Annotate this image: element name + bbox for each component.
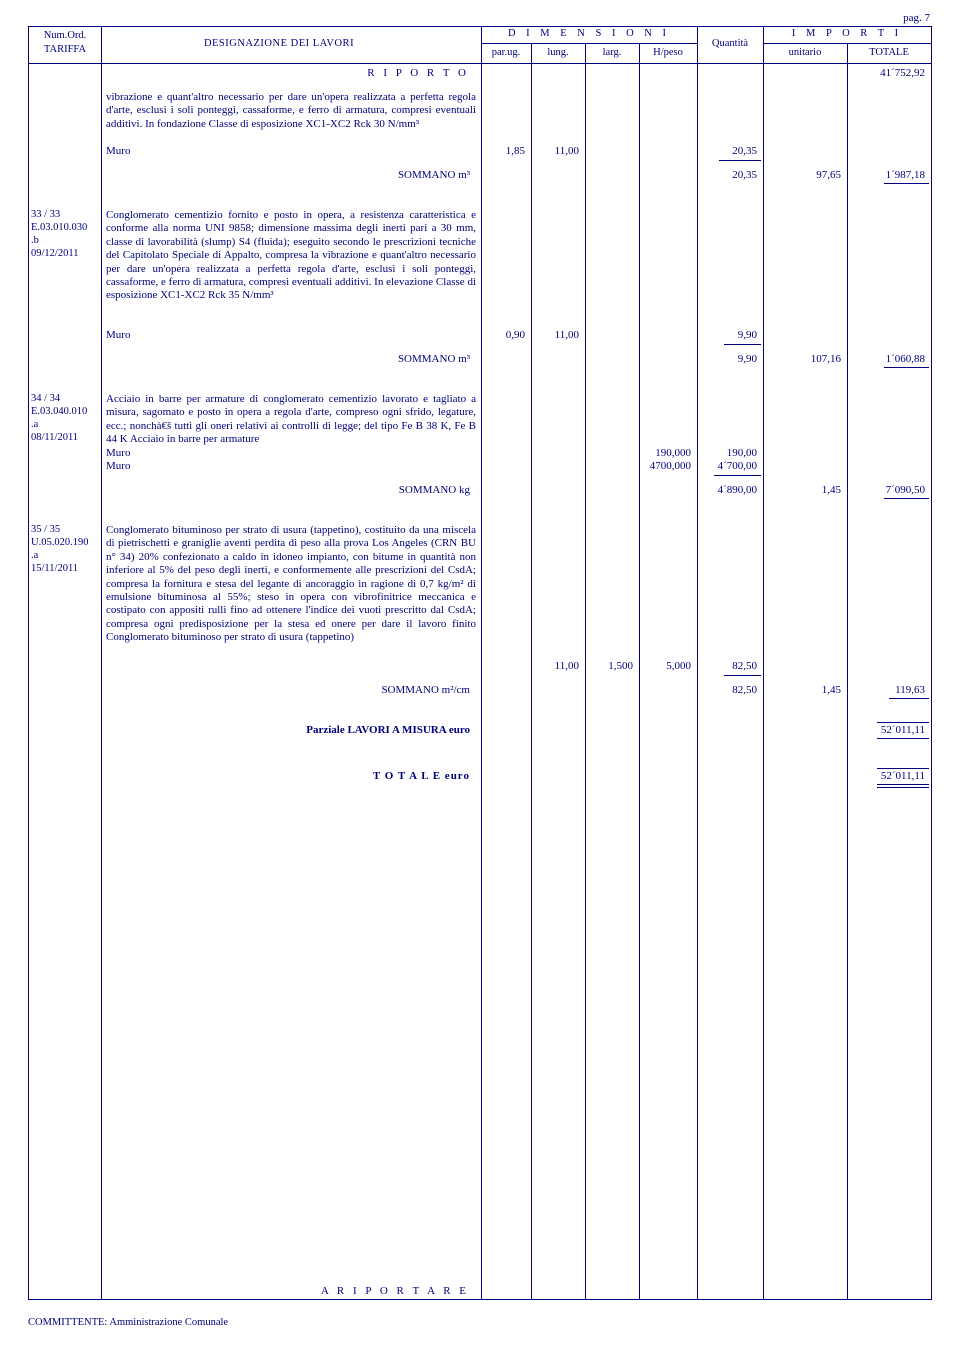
- block35-hpeso: 5,000: [639, 660, 695, 672]
- block35-code1: 35 / 35: [31, 524, 99, 535]
- header-unitario: unitario: [763, 47, 847, 58]
- parziale-label: Parziale LAVORI A MISURA euro: [106, 724, 476, 737]
- block0-qty: 20,35: [697, 145, 761, 157]
- block34-muro1: Muro: [106, 447, 476, 460]
- block34-tot: 7´090,50: [847, 484, 929, 496]
- block35-code3: .a: [31, 550, 99, 561]
- block33-tot: 1´060,88: [847, 353, 929, 365]
- block0-parug: 1,85: [481, 145, 529, 157]
- block35-larg: 1,500: [585, 660, 637, 672]
- block35-code2: U.05.020.190: [31, 537, 99, 548]
- block34-muro2: Muro: [106, 460, 476, 473]
- block35-sumqty: 82,50: [697, 684, 761, 696]
- block34-desc: Acciaio in barre per armature di conglom…: [106, 393, 476, 447]
- block35-qty: 82,50: [697, 660, 761, 672]
- block33-sommano: SOMMANO m³: [106, 353, 476, 366]
- block33-code1: 33 / 33: [31, 209, 99, 220]
- block35-code4: 15/11/2011: [31, 563, 99, 574]
- block35-lung: 11,00: [531, 660, 583, 672]
- block33-unit: 107,16: [763, 353, 845, 365]
- block34-sommano: SOMMANO kg: [106, 484, 476, 497]
- block33-code2: E.03.010.030: [31, 222, 99, 233]
- header-quantita: Quantità: [697, 38, 763, 49]
- block0-tot: 1´987,18: [847, 169, 929, 181]
- block34-unit: 1,45: [763, 484, 845, 496]
- parziale-value: 52´011,11: [847, 724, 929, 736]
- riportare-label: A R I P O R T A R E: [101, 1285, 475, 1297]
- header-design: DESIGNAZIONE DEI LAVORI: [149, 38, 409, 49]
- header-larg: larg.: [585, 47, 639, 58]
- committente: COMMITTENTE: Amministrazione Comunale: [28, 1317, 228, 1328]
- block0-sumqty: 20,35: [697, 169, 761, 181]
- block34-hpeso1: 190,000: [639, 447, 695, 459]
- block34-sumqty: 4´890,00: [697, 484, 761, 496]
- block35-sommano: SOMMANO m²/cm: [106, 684, 476, 697]
- block33-code3: .b: [31, 235, 99, 246]
- block0-unit: 97,65: [763, 169, 845, 181]
- block34-qty1: 190,00: [697, 447, 761, 459]
- header-importi: I M P O R T I: [763, 28, 931, 39]
- block34-code3: .a: [31, 419, 99, 430]
- riporto-label: R I P O R T O: [101, 67, 475, 79]
- block33-parug: 0,90: [481, 329, 529, 341]
- block33-sumqty: 9,90: [697, 353, 761, 365]
- block0-sommano: SOMMANO m³: [106, 169, 476, 182]
- block33-qty: 9,90: [697, 329, 761, 341]
- block33-code4: 09/12/2011: [31, 248, 99, 259]
- header-lung: lung.: [531, 47, 585, 58]
- riporto-value: 41´752,92: [847, 67, 929, 79]
- header-tariffa: TARIFFA: [35, 44, 95, 55]
- block34-hpeso2: 4700,000: [639, 460, 695, 472]
- page-number: pag. 7: [28, 12, 932, 24]
- header-dimensioni: D I M E N S I O N I: [481, 28, 697, 39]
- block0-desc: vibrazione e quant'altro necessario per …: [106, 91, 476, 131]
- header-parug: par.ug.: [481, 47, 531, 58]
- header-numord: Num.Ord.: [35, 30, 95, 41]
- main-table: Num.Ord. TARIFFA DESIGNAZIONE DEI LAVORI…: [28, 26, 932, 1300]
- block35-tot: 119,63: [847, 684, 929, 696]
- block0-lung: 11,00: [531, 145, 583, 157]
- header-hpeso: H/peso: [639, 47, 697, 58]
- block35-unit: 1,45: [763, 684, 845, 696]
- block34-code4: 08/11/2011: [31, 432, 99, 443]
- block35-desc: Conglomerato bituminoso per strato di us…: [106, 524, 476, 645]
- header-totale: TOTALE: [847, 47, 931, 58]
- block33-desc: Conglomerato cementizio fornito e posto …: [106, 209, 476, 303]
- block33-muro: Muro: [106, 329, 476, 342]
- totale-value: 52´011,11: [847, 770, 929, 782]
- block34-qty2: 4´700,00: [697, 460, 761, 472]
- block34-code1: 34 / 34: [31, 393, 99, 404]
- block33-lung: 11,00: [531, 329, 583, 341]
- block0-muro: Muro: [106, 145, 476, 158]
- block34-code2: E.03.040.010: [31, 406, 99, 417]
- totale-label: T O T A L E euro: [106, 770, 476, 783]
